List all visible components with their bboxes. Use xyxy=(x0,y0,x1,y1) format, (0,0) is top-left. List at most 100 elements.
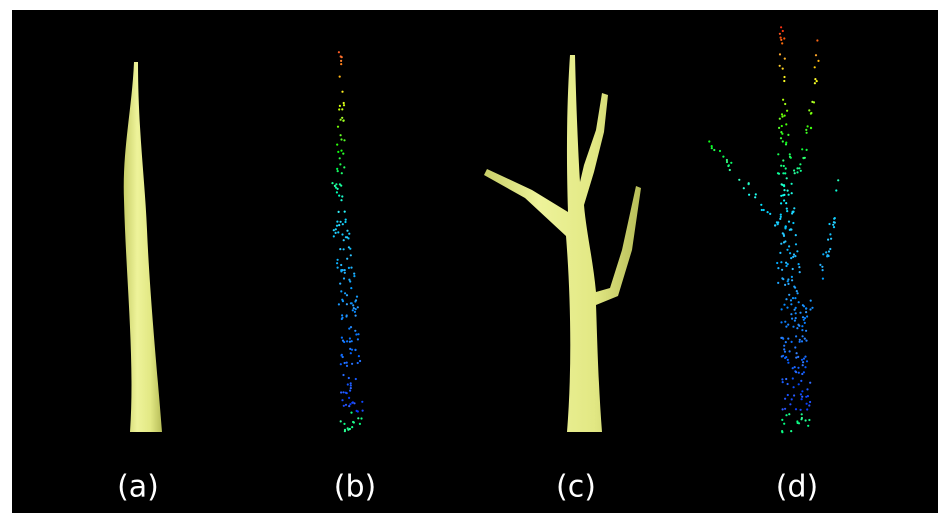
point xyxy=(352,309,354,311)
point xyxy=(790,303,792,305)
point xyxy=(785,341,787,343)
point xyxy=(355,333,357,335)
point xyxy=(809,308,811,310)
point xyxy=(794,287,796,289)
point xyxy=(711,147,713,149)
point xyxy=(789,403,791,405)
point xyxy=(792,256,794,258)
point xyxy=(780,131,782,133)
point xyxy=(787,359,789,361)
point xyxy=(801,396,803,398)
point xyxy=(345,219,347,221)
point xyxy=(800,409,802,411)
point xyxy=(779,118,781,120)
point xyxy=(792,367,794,369)
point xyxy=(349,341,351,343)
point xyxy=(350,287,352,289)
point xyxy=(805,340,807,342)
point xyxy=(811,307,813,309)
point xyxy=(805,330,807,332)
point xyxy=(780,39,782,41)
point xyxy=(719,150,721,152)
point xyxy=(799,312,801,314)
point xyxy=(343,104,345,106)
point xyxy=(355,315,357,317)
point xyxy=(796,290,798,292)
point xyxy=(792,268,794,270)
point xyxy=(341,337,343,339)
point xyxy=(352,421,354,423)
point xyxy=(348,377,350,379)
point xyxy=(805,307,807,309)
point xyxy=(787,362,789,364)
point xyxy=(781,183,783,185)
point xyxy=(798,263,800,265)
point xyxy=(338,211,340,213)
point xyxy=(361,401,363,403)
point xyxy=(782,278,784,280)
point xyxy=(337,126,339,128)
point xyxy=(339,105,341,107)
point xyxy=(349,280,351,282)
point xyxy=(784,398,786,400)
point xyxy=(793,207,795,209)
point xyxy=(779,33,781,35)
point xyxy=(810,127,812,129)
point xyxy=(730,162,732,164)
point xyxy=(726,159,728,161)
point xyxy=(350,254,352,256)
point xyxy=(790,228,792,230)
point xyxy=(357,417,359,419)
point xyxy=(802,335,804,337)
point xyxy=(783,233,785,235)
point xyxy=(336,144,338,146)
point xyxy=(793,169,795,171)
point xyxy=(356,296,358,298)
point xyxy=(780,243,782,245)
point xyxy=(348,267,350,269)
point xyxy=(785,225,787,227)
point xyxy=(809,401,811,403)
point xyxy=(760,204,762,206)
point xyxy=(781,42,783,44)
point xyxy=(802,157,804,159)
point xyxy=(784,408,786,410)
point xyxy=(340,134,342,136)
point xyxy=(825,251,827,253)
point xyxy=(340,290,342,292)
point xyxy=(781,378,783,380)
point xyxy=(829,233,831,235)
point xyxy=(794,172,796,174)
point xyxy=(362,410,364,412)
point xyxy=(778,127,780,129)
point xyxy=(339,157,341,159)
point xyxy=(782,194,784,196)
point xyxy=(784,351,786,353)
point xyxy=(344,362,346,364)
point xyxy=(795,335,797,337)
point xyxy=(808,419,810,421)
point xyxy=(335,232,337,234)
point xyxy=(805,311,807,313)
point xyxy=(336,225,338,227)
point xyxy=(789,350,791,352)
point xyxy=(783,37,785,39)
point xyxy=(339,76,341,78)
point xyxy=(806,315,808,317)
point xyxy=(786,249,788,251)
point xyxy=(754,196,756,198)
point xyxy=(809,382,811,384)
point xyxy=(352,304,354,306)
point xyxy=(810,112,812,114)
point xyxy=(799,271,801,273)
point xyxy=(337,188,339,190)
point xyxy=(337,259,339,261)
point xyxy=(783,423,785,425)
point xyxy=(340,354,342,356)
point xyxy=(801,390,803,392)
point xyxy=(808,109,810,111)
point xyxy=(827,239,829,241)
point xyxy=(341,233,343,235)
point xyxy=(346,258,348,260)
point xyxy=(343,423,345,425)
